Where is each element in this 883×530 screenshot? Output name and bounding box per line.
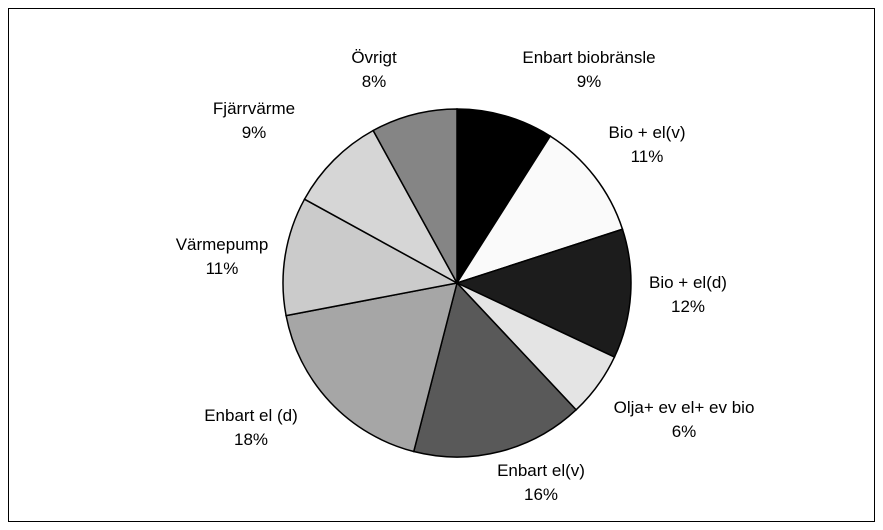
value-label: 11% [630,147,664,166]
value-label: 16% [523,485,559,504]
slice-label: Enbart el(v) 16% [461,459,621,507]
category-label: Övrigt [351,48,397,67]
value-label: 9% [576,72,602,91]
category-label: Värmepump [175,235,269,254]
value-label: 6% [671,422,697,441]
pie-slice [455,135,624,285]
category-label: Olja+ ev el+ ev bio [613,398,755,417]
category-label: Bio + el(d) [649,273,727,292]
category-label: Enbart el(v) [497,461,585,480]
category-label: Enbart biobränsle [522,48,656,67]
slice-label: Övrigt 8% [314,46,434,94]
slice-label: Enbart el (d) 18% [171,404,331,452]
pie-slice [454,228,632,359]
category-label: Enbart el (d) [204,406,298,425]
slice-label: Värmepump 11% [142,233,302,281]
value-label: 8% [361,72,387,91]
slice-label: Bio + el(d) 12% [608,271,768,319]
pie-slice [412,281,578,458]
pie-slice [303,129,459,285]
slice-label: Fjärrvärme 9% [174,97,334,145]
value-label: 12% [670,297,706,316]
value-label: 11% [205,259,239,278]
value-label: 18% [233,430,269,449]
pie-slice [456,108,552,286]
value-label: 9% [241,123,267,142]
pie-slice [282,198,460,317]
category-label: Fjärrvärme [212,99,296,118]
pie-slice [372,108,458,284]
slice-label: Bio + el(v) 11% [567,121,727,169]
category-label: Bio + el(v) [608,123,686,142]
slice-label: Olja+ ev el+ ev bio 6% [609,396,759,444]
pie-slice [285,282,459,453]
slice-label: Enbart biobränsle 9% [489,46,689,94]
